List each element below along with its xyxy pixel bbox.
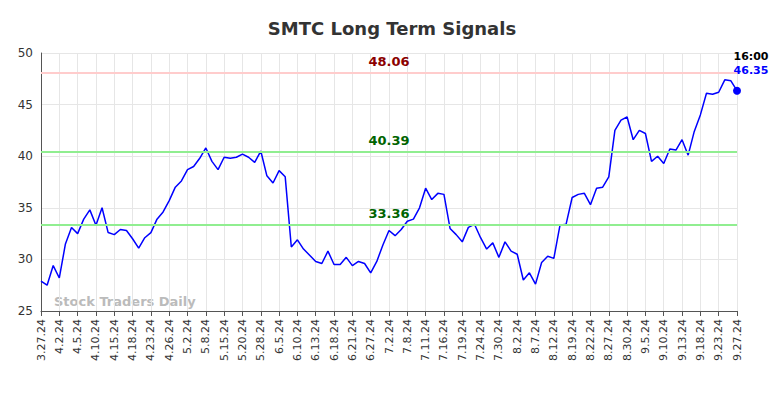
- svg-text:6.10.24: 6.10.24: [291, 319, 304, 361]
- svg-text:4.2.24: 4.2.24: [53, 319, 66, 354]
- svg-text:8.19.24: 8.19.24: [566, 319, 579, 361]
- svg-text:4.15.24: 4.15.24: [108, 319, 121, 361]
- svg-text:3.27.24: 3.27.24: [35, 319, 48, 361]
- svg-text:7.11.24: 7.11.24: [419, 319, 432, 361]
- svg-text:6.21.24: 6.21.24: [346, 319, 359, 361]
- svg-text:SMTC Long Term Signals: SMTC Long Term Signals: [268, 18, 516, 39]
- svg-text:4.26.24: 4.26.24: [163, 319, 176, 361]
- svg-text:8.30.24: 8.30.24: [621, 319, 634, 361]
- svg-text:9.27.24: 9.27.24: [731, 319, 744, 361]
- svg-text:45: 45: [18, 98, 33, 112]
- svg-text:Stock Traders Daily: Stock Traders Daily: [54, 294, 196, 309]
- svg-text:7.2.24: 7.2.24: [383, 319, 396, 354]
- svg-text:9.18.24: 9.18.24: [694, 319, 707, 361]
- svg-text:7.30.24: 7.30.24: [492, 319, 505, 361]
- svg-text:5.8.24: 5.8.24: [199, 319, 212, 354]
- svg-text:5.28.24: 5.28.24: [254, 319, 267, 361]
- svg-text:40.39: 40.39: [368, 133, 409, 148]
- svg-text:35: 35: [18, 201, 33, 215]
- svg-text:8.2.24: 8.2.24: [511, 319, 524, 354]
- svg-text:7.19.24: 7.19.24: [456, 319, 469, 361]
- svg-text:25: 25: [18, 304, 33, 318]
- svg-text:5.2.24: 5.2.24: [181, 319, 194, 354]
- svg-text:4.18.24: 4.18.24: [126, 319, 139, 361]
- svg-text:6.18.24: 6.18.24: [328, 319, 341, 361]
- svg-text:6.5.24: 6.5.24: [273, 319, 286, 354]
- svg-text:8.22.24: 8.22.24: [584, 319, 597, 361]
- svg-text:9.13.24: 9.13.24: [676, 319, 689, 361]
- svg-text:8.12.24: 8.12.24: [547, 319, 560, 361]
- svg-text:30: 30: [18, 252, 33, 266]
- svg-text:50: 50: [18, 46, 33, 60]
- svg-text:4.10.24: 4.10.24: [89, 319, 102, 361]
- svg-text:7.24.24: 7.24.24: [474, 319, 487, 361]
- svg-text:7.8.24: 7.8.24: [401, 319, 414, 354]
- svg-text:4.23.24: 4.23.24: [144, 319, 157, 361]
- svg-text:6.27.24: 6.27.24: [364, 319, 377, 361]
- svg-text:4.5.24: 4.5.24: [71, 319, 84, 354]
- svg-text:9.10.24: 9.10.24: [657, 319, 670, 361]
- svg-text:33.36: 33.36: [368, 206, 409, 221]
- svg-text:6.13.24: 6.13.24: [309, 319, 322, 361]
- svg-text:9.23.24: 9.23.24: [712, 319, 725, 361]
- svg-text:46.35: 46.35: [734, 64, 769, 77]
- svg-text:8.7.24: 8.7.24: [529, 319, 542, 354]
- svg-text:5.15.24: 5.15.24: [218, 319, 231, 361]
- svg-text:40: 40: [18, 149, 33, 163]
- svg-text:8.27.24: 8.27.24: [602, 319, 615, 361]
- svg-text:7.16.24: 7.16.24: [437, 319, 450, 361]
- svg-text:9.5.24: 9.5.24: [639, 319, 652, 354]
- svg-text:16:00: 16:00: [733, 50, 768, 63]
- svg-text:48.06: 48.06: [368, 54, 409, 69]
- svg-text:5.20.24: 5.20.24: [236, 319, 249, 361]
